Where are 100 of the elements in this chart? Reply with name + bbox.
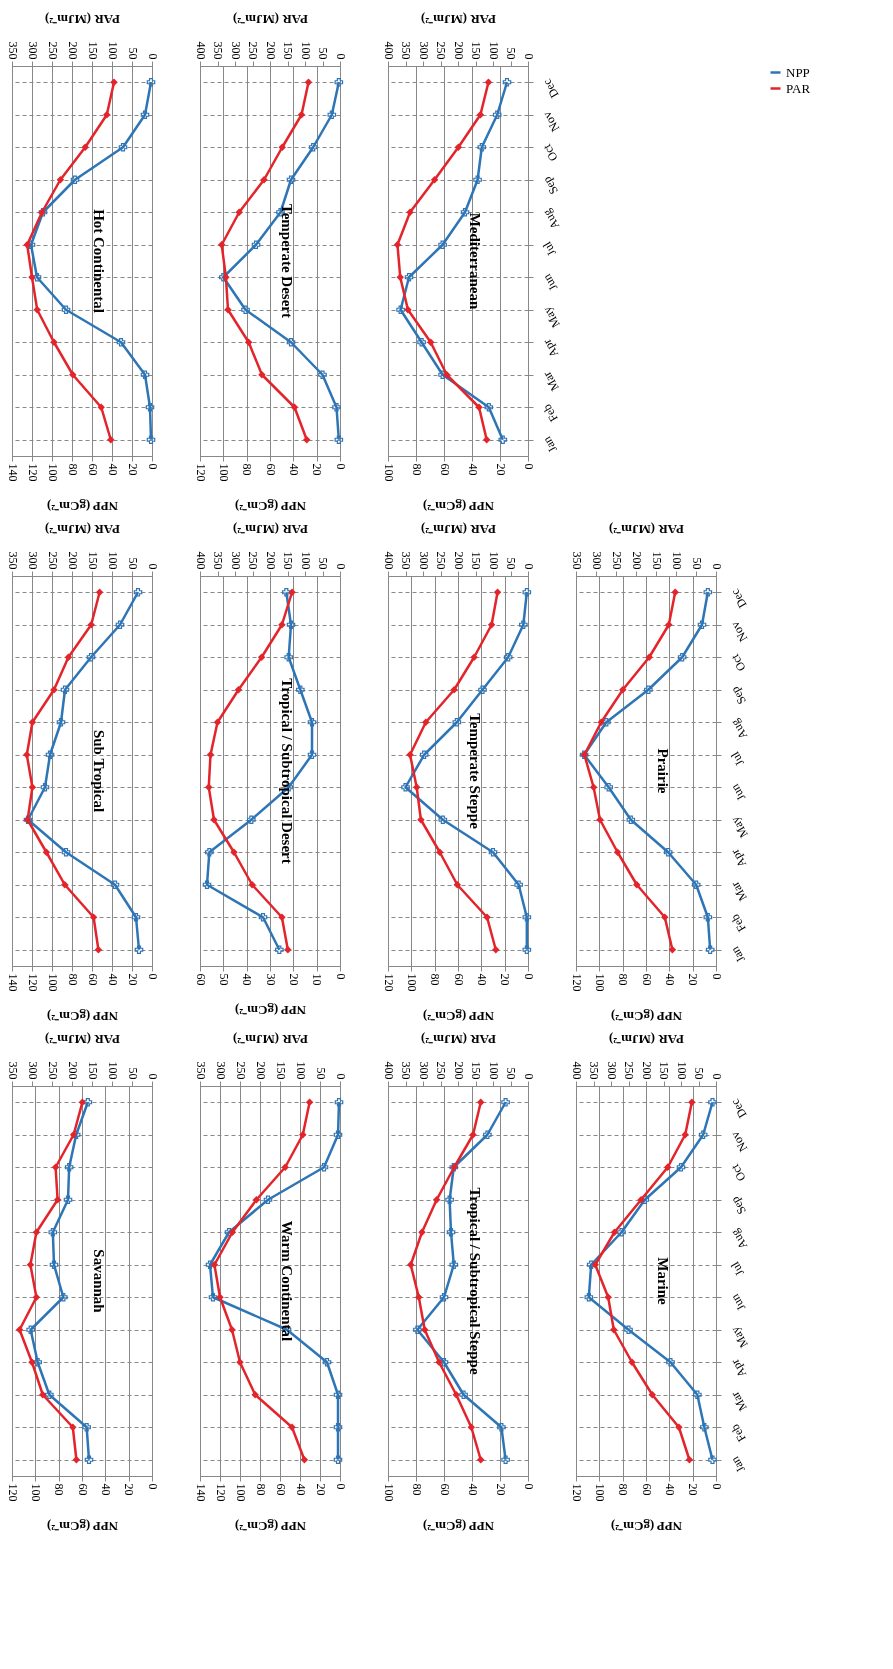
x2-tick-label: 100 [105,1061,120,1080]
point [60,685,70,695]
point [333,1422,343,1432]
point [82,1422,91,1432]
x2-tick-label: 250 [246,551,260,570]
x-tick-label: 120 [213,1483,228,1502]
x-tick-label: 0 [333,1483,348,1490]
point [469,1131,477,1139]
point [693,1390,702,1400]
x2-tick-label: 100 [486,1061,501,1080]
point [681,1131,689,1139]
x2-tick-label: 50 [504,557,518,570]
point [688,1098,696,1106]
x-tick-label: 20 [125,463,140,476]
point [421,1326,429,1334]
point [146,435,156,445]
point [432,1196,441,1204]
point [501,1097,510,1107]
x2-tick-label: 400 [381,551,396,570]
x2-tick-label: 200 [639,1061,654,1080]
x-tick-label: 0 [709,973,724,980]
x2-tick-label: 300 [25,1061,40,1080]
point [483,1130,492,1140]
y-tick-label: Mar [727,1389,750,1414]
point [107,436,115,444]
point [436,848,444,856]
point [404,272,414,282]
x2-tick-label: 50 [125,557,140,570]
x-tick-label: 60 [639,973,654,986]
point [645,653,653,661]
point [234,686,243,694]
point [452,1391,460,1399]
point [115,620,125,630]
x2-tick-label: 100 [105,551,120,570]
point [519,620,528,630]
point [396,305,405,315]
point [303,436,311,444]
x2-tick-label: 100 [674,1061,689,1080]
text: Temperate Steppe [466,713,483,830]
point [248,881,256,889]
x-tick-label: 140 [193,1483,208,1502]
point [140,370,150,380]
x-tick-label: 120 [381,973,396,992]
x-tick-label: 140 [5,973,20,992]
point [56,717,66,727]
point [435,1358,443,1366]
point [244,338,253,346]
point [691,880,701,890]
y-tick-label: Feb [539,401,561,425]
point [396,273,404,281]
point [251,1391,259,1399]
point [241,305,250,315]
point [633,881,641,889]
point [205,783,213,791]
x-tick-label: 120 [5,1483,20,1502]
x2-tick-label: 200 [253,1061,268,1080]
point [439,1292,449,1302]
x2-tick-label: 350 [569,551,584,570]
x2-tick-label: 400 [193,551,208,570]
point [488,847,498,857]
x2-tick-label: 350 [399,41,413,60]
x-tick-label: 40 [474,973,489,986]
x-tick-label: 20 [122,1483,137,1496]
point [26,1325,35,1335]
point [452,717,462,727]
y-tick-label: Jul [539,238,559,259]
point [648,1391,657,1399]
x2-tick-label: 300 [213,1061,228,1080]
x2-tick-label: 350 [399,1061,413,1080]
x-tick-label: 100 [592,973,607,992]
point [251,240,261,250]
point [304,78,313,86]
x-tick-label: 0 [333,973,348,980]
x2-tick-label: 250 [233,1061,248,1080]
point [89,913,98,921]
point [61,881,69,889]
point [110,880,120,890]
point [131,912,141,922]
legend-label: PAR [786,80,811,96]
x2-tick-label: 0 [709,1073,724,1080]
point [56,176,65,184]
x-tick-label: 120 [193,463,208,482]
x-tick-label: 100 [404,973,419,992]
x2-tick-label: 50 [313,1067,328,1080]
x-axis-title: NPP (gCm⁻²) [610,1008,683,1024]
x-tick-label: 0 [333,463,348,470]
x-tick-label: 100 [233,1483,248,1502]
point [213,718,222,726]
x-tick-label: 60 [437,463,452,476]
x2-axis-title: PAR (MJm⁻²) [44,521,121,537]
x2-tick-label: 100 [669,551,684,570]
x-tick-label: 100 [45,973,60,992]
y-tick-label: May [727,814,751,841]
x-tick-label: 120 [569,973,584,992]
point [492,110,502,120]
x-tick-label: 20 [686,1483,701,1496]
point [286,337,296,347]
point [501,1455,510,1465]
x-tick-label: 20 [286,973,301,986]
point [497,1422,506,1432]
